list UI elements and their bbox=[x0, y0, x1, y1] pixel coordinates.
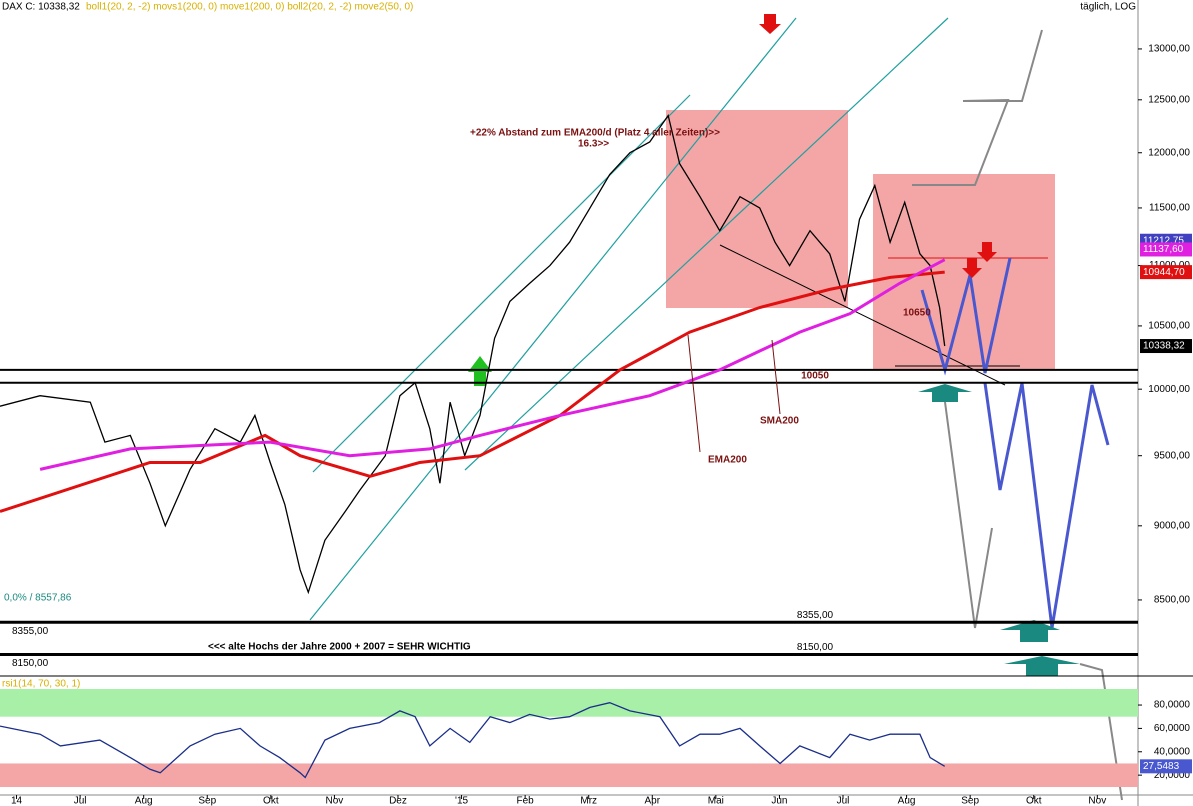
series-line bbox=[39, 258, 946, 471]
y-tick-label: 10000,00 bbox=[1148, 384, 1190, 395]
x-tick-label: Sep bbox=[961, 796, 979, 806]
x-tick-label: Jul bbox=[837, 796, 850, 806]
series-line bbox=[0, 702, 946, 779]
price-marker bbox=[1140, 242, 1192, 257]
x-tick-label: Dez bbox=[389, 796, 407, 806]
annotation-pointer bbox=[687, 334, 701, 453]
price-marker-label: 11212,75 bbox=[1143, 235, 1184, 246]
price-marker-label: 11137,60 bbox=[1143, 244, 1184, 255]
projection bbox=[944, 401, 993, 629]
channel bbox=[309, 17, 797, 621]
price-marker bbox=[1140, 265, 1192, 280]
x-tick-label: Jun bbox=[771, 796, 787, 806]
annotation: <<< alte Hochs der Jahre 2000 + 2007 = S… bbox=[208, 642, 471, 653]
y-tick-label: 11500,00 bbox=[1149, 203, 1190, 214]
annotation: +22% Abstand zum EMA200/d (Platz 4 aller… bbox=[470, 128, 720, 139]
arrow bbox=[1004, 656, 1080, 676]
x-tick-label: Mrz bbox=[580, 796, 597, 806]
y-tick-label: 20,0000 bbox=[1154, 770, 1191, 781]
annotation: 16.3>> bbox=[578, 139, 609, 150]
box bbox=[873, 174, 1055, 370]
level-label: 10050 bbox=[801, 370, 829, 381]
price-marker bbox=[1140, 339, 1192, 354]
level-label: 8150,00 bbox=[797, 642, 834, 653]
x-tick-label: Feb bbox=[517, 796, 535, 806]
arrow bbox=[759, 14, 781, 34]
trendline bbox=[719, 244, 1006, 386]
projection bbox=[983, 382, 1110, 629]
annotation: 10650 bbox=[903, 308, 931, 319]
x-tick-label: Mai bbox=[708, 796, 724, 806]
x-tick-label: Aug bbox=[898, 796, 916, 806]
arrow bbox=[468, 356, 492, 386]
annotation: EMA200 bbox=[708, 455, 747, 466]
arrow bbox=[918, 384, 972, 402]
projection bbox=[1079, 663, 1123, 801]
level-label: 8355,00 bbox=[12, 626, 49, 637]
y-tick-label: 10500,00 bbox=[1148, 321, 1190, 332]
y-tick-label: 9500,00 bbox=[1154, 450, 1191, 461]
x-tick-label: Aug bbox=[135, 796, 153, 806]
level-label: 8150,00 bbox=[12, 658, 49, 669]
annotation-pointer bbox=[771, 339, 781, 415]
y-tick-label: 12000,00 bbox=[1148, 147, 1190, 158]
y-tick-label: 60,0000 bbox=[1154, 723, 1191, 734]
rsi-title: rsi1(14, 70, 30, 1) bbox=[2, 679, 80, 690]
level-label: 8355,00 bbox=[797, 610, 834, 621]
arrow bbox=[977, 242, 997, 262]
projection bbox=[912, 29, 1043, 186]
channel bbox=[464, 17, 949, 471]
y-tick-label: 9000,00 bbox=[1154, 520, 1191, 531]
price-marker-label: 10944,70 bbox=[1143, 267, 1185, 278]
x-tick-label: 14 bbox=[11, 796, 23, 806]
price-marker-label: 10338,32 bbox=[1143, 341, 1185, 352]
x-tick-label: Sep bbox=[198, 796, 216, 806]
x-tick-label: Apr bbox=[645, 796, 661, 806]
y-tick-label: 12500,00 bbox=[1148, 94, 1190, 105]
series-line bbox=[0, 270, 945, 513]
arrow bbox=[962, 258, 982, 278]
header: DAX C: 10338,32 bbox=[2, 2, 80, 13]
y-tick-label: 8500,00 bbox=[1154, 595, 1191, 606]
channel bbox=[312, 94, 691, 473]
x-tick-label: Nov bbox=[1088, 796, 1106, 806]
value-label: 27,5483 bbox=[1143, 761, 1180, 772]
y-tick-label: 40,0000 bbox=[1154, 746, 1191, 757]
x-tick-label: Nov bbox=[326, 796, 344, 806]
annotation: SMA200 bbox=[760, 416, 799, 427]
x-tick-label: '15 bbox=[455, 796, 468, 806]
x-tick-label: Okt bbox=[263, 796, 279, 806]
arrow bbox=[1000, 620, 1060, 642]
x-tick-label: Jul bbox=[74, 796, 87, 806]
value-box bbox=[1140, 759, 1192, 774]
y-tick-label: 80,0000 bbox=[1154, 700, 1191, 711]
overbought-band bbox=[0, 689, 1138, 717]
x-tick-label: Okt bbox=[1026, 796, 1042, 806]
box bbox=[666, 110, 848, 308]
series-line bbox=[0, 113, 946, 595]
timeframe: täglich, LOG bbox=[1080, 2, 1136, 13]
annotation: 0,0% / 8557,86 bbox=[4, 593, 72, 604]
oversold-band bbox=[0, 763, 1138, 787]
indicators: boll1(20, 2, -2) movs1(200, 0) move1(200… bbox=[86, 2, 413, 13]
y-tick-label: 13000,00 bbox=[1148, 44, 1190, 55]
